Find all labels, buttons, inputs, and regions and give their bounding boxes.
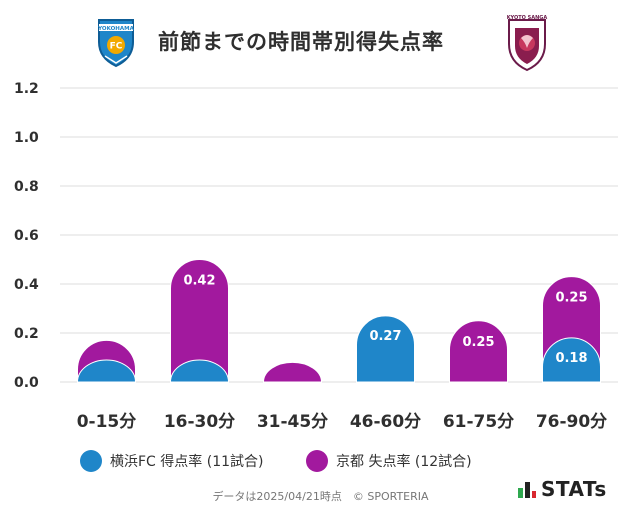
y-tick-label: 0.4: [14, 277, 39, 293]
yokohama-fc-logo: YOKOHAMA FC: [95, 16, 137, 72]
bar-away: [262, 361, 323, 383]
x-tick-label: 16-30分: [164, 412, 235, 432]
data-label-away: 0.25: [555, 291, 587, 306]
home-logo-text: YOKOHAMA: [97, 26, 134, 32]
stats-logo-icon: [518, 482, 536, 498]
bar-home: [542, 337, 601, 383]
chart-header: YOKOHAMA FC 前節までの時間帯別得失点率 KYOTO SANGA: [0, 14, 641, 72]
x-tick-label: 0-15分: [77, 412, 137, 432]
kyoto-sanga-logo: KYOTO SANGA: [505, 14, 549, 76]
bar-chart: 0.0 0.2 0.4 0.6 0.8 1.0 1.2 0-15分 0.42 16-30分 31-4…: [14, 81, 618, 432]
x-tick-label: 76-90分: [536, 412, 607, 432]
away-logo-text: KYOTO SANGA: [507, 15, 548, 21]
data-source-footer: データは2025/04/21時点 © SPORTERIA: [212, 490, 429, 503]
data-label-away: 0.25: [462, 335, 494, 350]
home-logo-badge: FC: [110, 42, 123, 52]
y-tick-label: 0.8: [14, 179, 39, 195]
bar-home: [76, 359, 137, 383]
y-tick-label: 1.2: [14, 81, 39, 97]
legend-item-away: 京都 失点率 (12試合): [306, 446, 472, 476]
x-tick-label: 61-75分: [443, 412, 514, 432]
y-tick-label: 0.6: [14, 228, 39, 244]
stats-brand-text: STATs: [541, 477, 607, 501]
x-tick-label: 31-45分: [257, 412, 328, 432]
bar-away: [449, 320, 508, 383]
legend-label-home: 横浜FC 得点率 (11試合): [110, 454, 264, 470]
chart-title: 前節までの時間帯別得失点率: [158, 30, 444, 54]
y-tick-label: 0.2: [14, 326, 39, 342]
y-tick-label: 1.0: [14, 130, 39, 146]
data-label-home: 0.18: [555, 351, 587, 366]
data-label-away: 0.42: [183, 274, 215, 289]
y-tick-label: 0.0: [14, 375, 39, 391]
legend-swatch-home: [80, 450, 102, 472]
legend-item-home: 横浜FC 得点率 (11試合): [80, 446, 263, 476]
x-tick-label: 46-60分: [350, 412, 421, 432]
data-label-home: 0.27: [369, 329, 401, 344]
chart-legend: 横浜FC 得点率 (11試合) 京都 失点率 (12試合): [0, 446, 641, 476]
bar-home: [356, 315, 415, 383]
legend-swatch-away: [306, 450, 328, 472]
stats-brand: STATs: [517, 476, 607, 502]
bar-home: [169, 359, 230, 383]
bar-away: [170, 259, 229, 383]
legend-label-away: 京都 失点率 (12試合): [336, 454, 472, 470]
